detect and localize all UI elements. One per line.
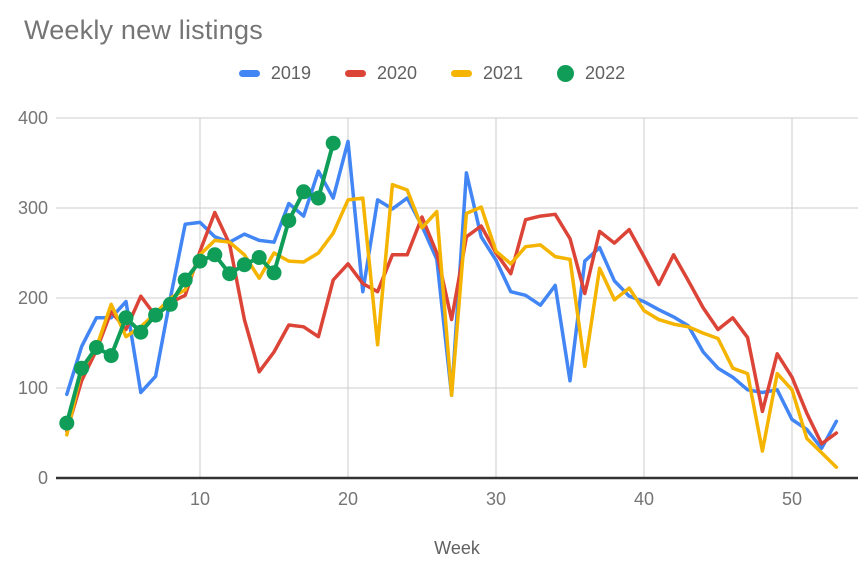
y-tick-label-100: 100 (18, 378, 48, 398)
series-2022-point-w1 (59, 415, 75, 431)
x-tick-label-40: 40 (634, 489, 654, 509)
y-tick-label-400: 400 (18, 108, 48, 128)
legend-swatch-2019-line-icon (238, 70, 260, 77)
chart-title: Weekly new listings (24, 15, 263, 45)
series-2022-point-w2 (74, 360, 90, 376)
series-2022-point-w11 (207, 247, 223, 263)
series-2022-point-w16 (281, 213, 297, 229)
series-2022-point-w13 (236, 257, 252, 273)
series-2022-point-w14 (251, 250, 267, 265)
series-2022-point-w10 (192, 253, 208, 269)
legend-item-2022[interactable]: 2022 (557, 63, 625, 84)
series-2022-point-w4 (103, 348, 119, 364)
legend-label: 2019 (270, 63, 311, 83)
x-tick-label-10: 10 (190, 489, 210, 509)
legend-label: 2020 (376, 63, 417, 83)
x-tick-label-50: 50 (782, 489, 802, 509)
legend-swatch-2022-circle-icon (557, 65, 575, 82)
series-2022-point-w3 (88, 340, 104, 355)
legend-swatch-2020-line-icon (344, 70, 366, 77)
series-2022-point-w12 (222, 266, 238, 282)
series-2022-point-w6 (133, 324, 149, 340)
legend-label: 2022 (585, 63, 626, 83)
series-2022-point-w7 (148, 307, 164, 323)
y-tick-label-0: 0 (38, 468, 48, 488)
x-axis-title: Week (434, 538, 481, 558)
series-2022-point-w8 (162, 296, 178, 312)
legend-item-2019[interactable]: 2019 (238, 63, 311, 84)
x-tick-label-30: 30 (486, 489, 506, 509)
legend-label: 2021 (483, 63, 524, 83)
legend-swatch-2021-line-icon (451, 70, 472, 77)
chart-legend: 2019 2020 2021 2022 (0, 63, 864, 84)
series-2022-point-w17 (296, 184, 312, 200)
series-2022-point-w9 (177, 272, 193, 288)
series-2022-point-w19 (325, 135, 341, 151)
series-2022-point-w15 (266, 265, 282, 281)
y-tick-label-200: 200 (18, 288, 48, 308)
legend-item-2021[interactable]: 2021 (451, 63, 523, 84)
y-tick-label-300: 300 (18, 198, 48, 218)
x-tick-label-20: 20 (338, 489, 358, 509)
series-2022-point-w5 (118, 310, 134, 326)
series-2022-point-w18 (310, 190, 326, 206)
legend-item-2020[interactable]: 2020 (344, 63, 417, 84)
